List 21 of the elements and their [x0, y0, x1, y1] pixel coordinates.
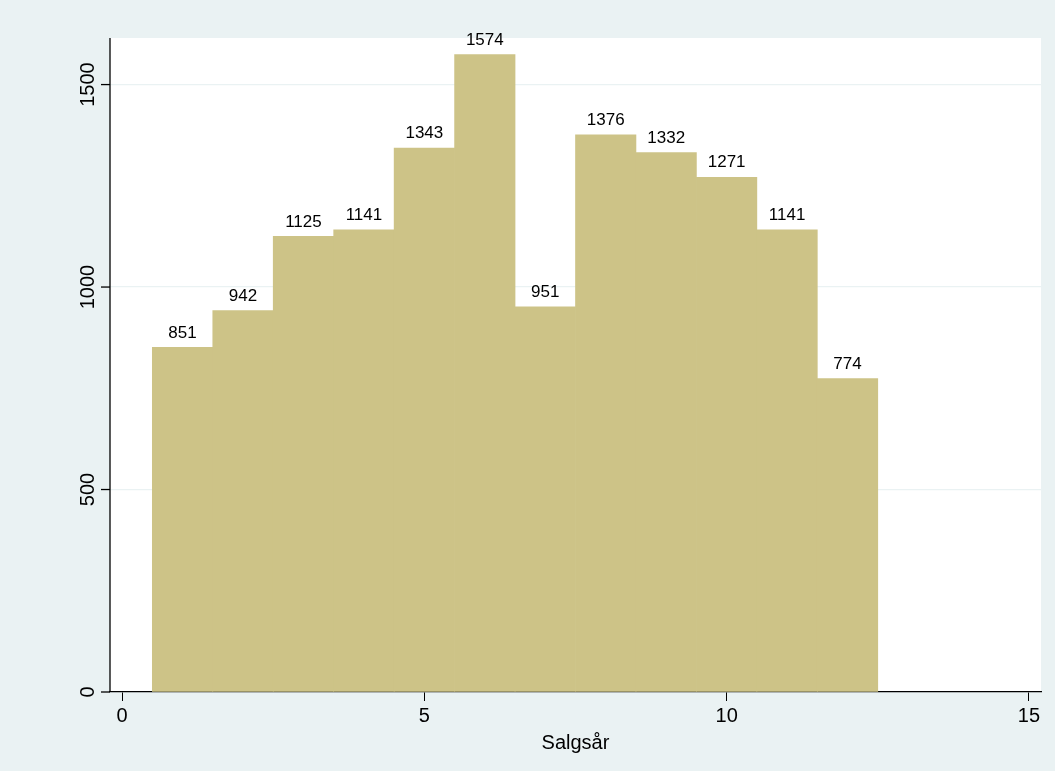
- y-tick-label: 1500: [75, 62, 98, 107]
- data-label: 1271: [707, 152, 746, 172]
- y-tick-label: 0: [75, 686, 98, 698]
- y-tick-label: 1000: [75, 264, 98, 310]
- x-tick-label: 10: [715, 703, 738, 726]
- data-label: 1376: [586, 109, 625, 129]
- x-tick-label: 15: [1017, 703, 1041, 726]
- data-label: 1125: [285, 211, 322, 231]
- data-label: 1332: [647, 127, 686, 147]
- data-label: 1141: [345, 205, 383, 225]
- data-label: 774: [833, 353, 862, 373]
- data-label: 1343: [405, 123, 444, 143]
- data-label: 851: [168, 322, 197, 342]
- x-tick-label: 5: [418, 703, 430, 726]
- data-label: 1574: [465, 29, 504, 49]
- x-tick-label: 0: [116, 703, 128, 726]
- data-label: 951: [531, 282, 560, 302]
- data-label: 1141: [768, 205, 806, 225]
- y-tick-label: 500: [75, 472, 98, 507]
- x-axis-title: Salgsår: [541, 730, 610, 753]
- data-label: 942: [228, 285, 258, 305]
